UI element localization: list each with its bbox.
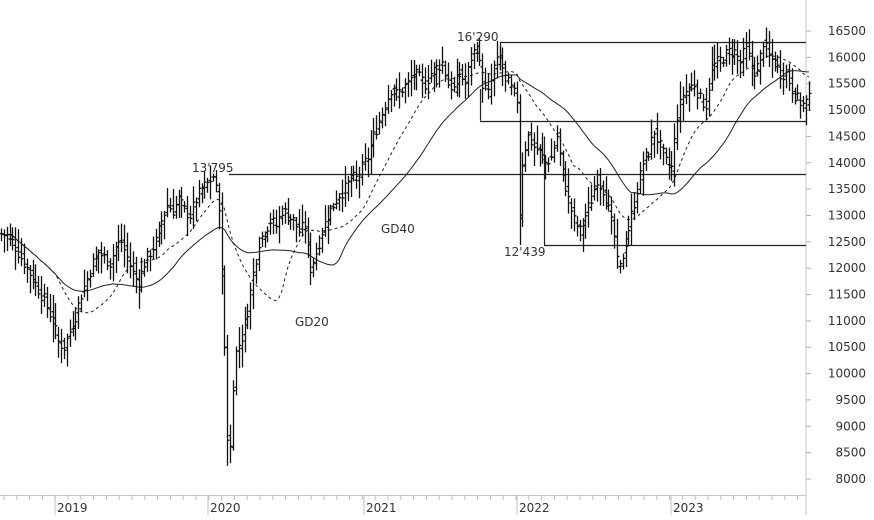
- annotations: 13'795 16'290 12'439 GD20 GD40: [192, 30, 545, 329]
- y-tick-label: 12000: [828, 261, 866, 275]
- y-tick-label: 13500: [828, 182, 866, 196]
- x-axis: 2019 2020 2021 2022 2023: [0, 495, 806, 515]
- y-tick-label: 13000: [828, 208, 866, 222]
- y-tick-label: 15500: [828, 77, 866, 91]
- y-tick-label: 9000: [835, 419, 866, 433]
- y-tick-label: 11500: [828, 288, 866, 302]
- x-tick-label: 2019: [57, 501, 88, 515]
- annotation-label: 16'290: [457, 30, 498, 44]
- annotation-label: 12'439: [504, 245, 545, 259]
- horizontal-levels: [229, 41, 806, 247]
- y-tick-label: 16000: [828, 50, 866, 64]
- x-tick-label: 2022: [519, 501, 550, 515]
- y-tick-label: 8500: [835, 446, 866, 460]
- x-tick-label: 2023: [673, 501, 704, 515]
- y-axis: 16500 16000 15500 15000 14500 14000 13500 13000…: [805, 0, 866, 515]
- y-tick-label: 9500: [835, 393, 866, 407]
- y-tick-label: 14000: [828, 156, 866, 170]
- gd20-line: [0, 55, 810, 314]
- x-tick-label: 2021: [366, 501, 397, 515]
- y-tick-label: 11000: [828, 314, 866, 328]
- x-tick-label: 2020: [210, 501, 241, 515]
- y-tick-label: 15000: [828, 103, 866, 117]
- y-tick-label: 10000: [828, 367, 866, 381]
- y-tick-label: 12500: [828, 235, 866, 249]
- gd40-line: [0, 70, 809, 292]
- y-tick-label: 10500: [828, 340, 866, 354]
- y-tick-label: 16500: [828, 24, 866, 38]
- y-tick-label: 8000: [835, 472, 866, 486]
- moving-averages: [0, 55, 810, 314]
- annotation-label: GD20: [295, 315, 329, 329]
- annotation-label: GD40: [381, 222, 415, 236]
- y-tick-label: 14500: [828, 129, 866, 143]
- annotation-label: 13'795: [192, 161, 233, 175]
- ohlc-bars: [0, 27, 812, 466]
